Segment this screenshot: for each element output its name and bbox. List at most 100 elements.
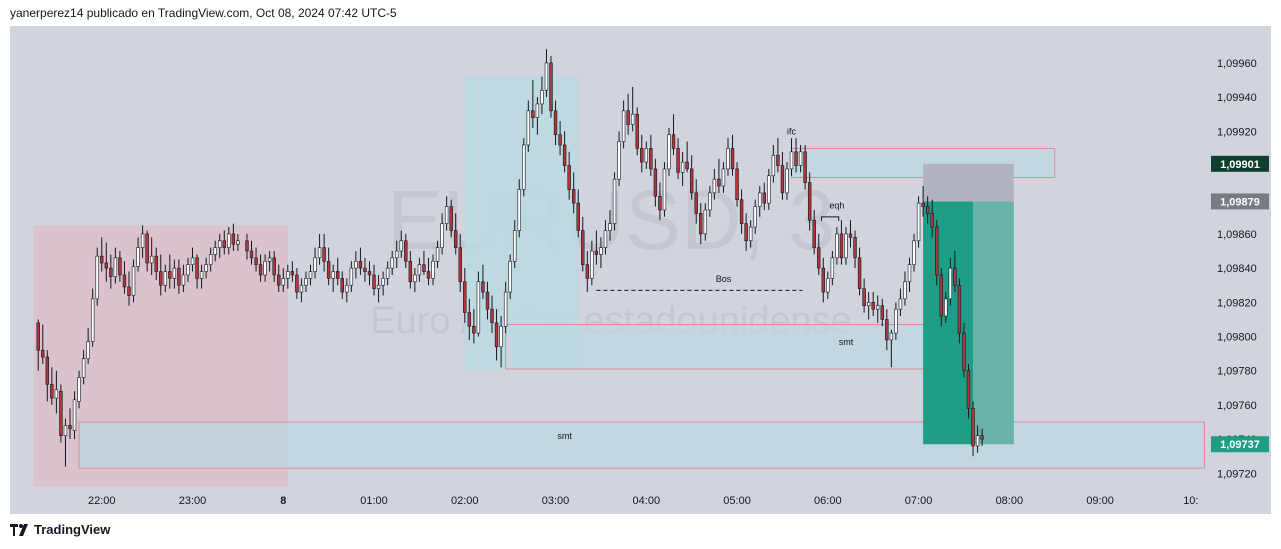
candle-bull	[90, 298, 95, 342]
candle-bull	[544, 62, 549, 91]
candle-bull	[140, 233, 145, 248]
price-label: 1,09901	[1220, 159, 1260, 171]
candle-bear	[422, 264, 426, 272]
candle-bull	[785, 168, 789, 194]
candle-bull	[512, 230, 517, 262]
candle-bull	[95, 255, 99, 300]
candle-bull	[667, 134, 671, 170]
candle-bear	[685, 161, 689, 170]
candle-bear	[717, 178, 721, 187]
candle-bear	[558, 134, 562, 146]
candle-bear	[531, 110, 535, 118]
x-tick-label: 02:00	[451, 495, 479, 507]
candle-bull	[662, 168, 667, 211]
y-tick-label: 1,09800	[1217, 332, 1257, 344]
candle-bull	[912, 240, 916, 265]
zone-teal_dark	[923, 201, 974, 445]
candle-bear	[562, 144, 567, 166]
zone-blue_bordered	[78, 421, 1205, 469]
candle-bull	[181, 274, 186, 286]
candle-bear	[467, 312, 472, 327]
candle-bull	[798, 151, 803, 166]
x-tick-label: 06:00	[814, 495, 842, 507]
candle-bear	[762, 192, 766, 204]
y-tick-label: 1,09920	[1217, 126, 1257, 138]
candle-bull	[390, 257, 394, 269]
candle-bear	[871, 302, 875, 310]
candle-bear	[780, 165, 785, 194]
candle-bear	[336, 271, 340, 279]
candle-bear	[68, 425, 72, 430]
zone-blue_bordered	[505, 324, 929, 370]
candle-bear	[100, 255, 104, 264]
zone-grey	[923, 163, 1014, 202]
candlestick-chart[interactable]: EURUSD, 3 Euro / Dólar estadounidense if…	[11, 27, 1270, 513]
candle-bull	[771, 154, 776, 177]
candle-bear	[594, 250, 599, 255]
candle-bull	[948, 267, 953, 300]
candle-bull	[213, 247, 217, 255]
candle-bear	[581, 230, 585, 265]
candle-bull	[440, 223, 444, 248]
candle-bear	[694, 192, 698, 214]
annotation-label: Bos	[716, 274, 732, 284]
candle-bear	[45, 356, 50, 385]
candle-bull	[907, 264, 912, 283]
candle-bull	[617, 141, 621, 180]
candle-bear	[640, 148, 644, 163]
candle-bull	[508, 260, 512, 293]
price-labels-layer: 1,09901 1,09879 1,09737	[1211, 155, 1269, 453]
candle-bull	[331, 271, 335, 279]
candle-bull	[835, 233, 839, 259]
candle-bull	[975, 435, 980, 447]
candle-bear	[258, 264, 263, 276]
candle-bull	[876, 305, 880, 310]
candle-bull	[54, 389, 59, 399]
x-tick-label: 22:00	[88, 495, 116, 507]
candle-bear	[358, 260, 363, 269]
candle-bull	[286, 271, 290, 279]
y-tick-label: 1,09760	[1217, 400, 1257, 412]
candle-bear	[776, 154, 780, 166]
candle-bear	[36, 322, 40, 351]
candle-bull	[916, 202, 921, 242]
candle-bull	[476, 281, 481, 334]
candle-bull	[630, 113, 635, 125]
candle-bear	[41, 349, 45, 358]
drawings-layer: ifc eqh Bos smt smt	[557, 127, 853, 441]
time-axis[interactable]: 22:00 23:00 8 01:00 02:00 03:00 04:00 05:00 06:0…	[88, 495, 1199, 507]
candle-bull	[172, 267, 177, 279]
candle-bull	[385, 267, 390, 279]
candle-bear	[249, 250, 254, 259]
candle-bull	[522, 144, 526, 190]
tradingview-logo-icon	[10, 523, 30, 537]
candle-bear	[159, 271, 163, 286]
candle-bear	[426, 271, 431, 279]
candle-bull	[218, 240, 222, 248]
x-tick-label: 04:00	[633, 495, 661, 507]
candle-bull	[680, 161, 685, 173]
candle-bear	[177, 267, 181, 286]
candle-bear	[290, 271, 295, 276]
candle-bull	[63, 425, 68, 436]
candle-bull	[417, 264, 422, 276]
y-tick-label: 1,09820	[1217, 297, 1257, 309]
chart-frame[interactable]: EURUSD, 3 Euro / Dólar estadounidense if…	[10, 26, 1271, 514]
candle-bull	[703, 209, 708, 235]
y-tick-label: 1,09780	[1217, 366, 1257, 378]
candle-bull	[381, 278, 385, 286]
candle-bear	[322, 247, 326, 262]
candle-bear	[817, 247, 821, 269]
candle-bear	[127, 286, 131, 296]
candle-bull	[748, 226, 753, 242]
candle-bear	[862, 288, 866, 307]
x-tick-label: 03:00	[542, 495, 570, 507]
candle-bear	[966, 370, 971, 409]
candle-bear	[807, 182, 812, 221]
price-label-bg	[1211, 436, 1269, 453]
candle-bull	[304, 278, 308, 286]
candle-bull	[830, 257, 835, 279]
candle-bear	[472, 325, 476, 334]
candle-bear	[481, 281, 485, 293]
candle-bull	[299, 284, 304, 293]
